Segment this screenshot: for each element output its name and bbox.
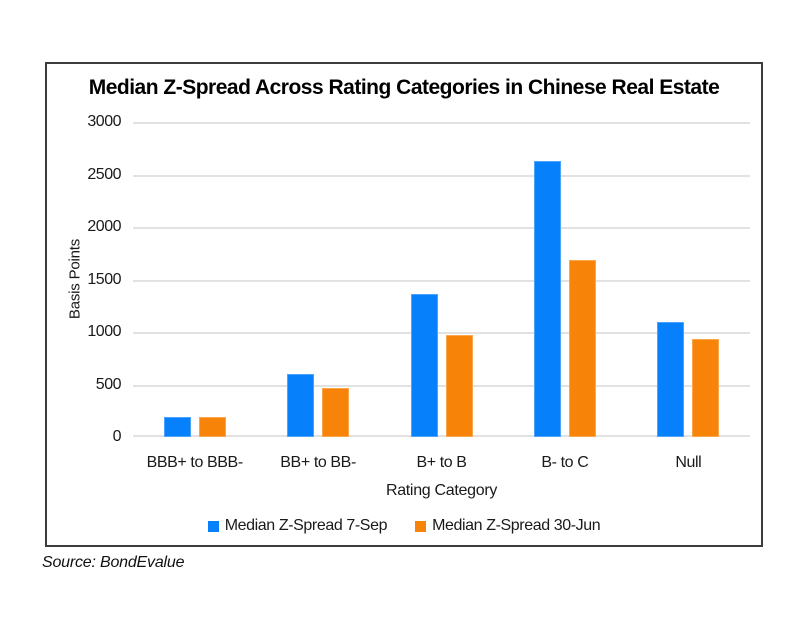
x-tick-label-2: BB+ to BB- bbox=[280, 454, 356, 471]
legend-label-30jun: Median Z-Spread 30-Jun bbox=[432, 517, 601, 534]
source-note: Source: BondEvalue bbox=[42, 554, 185, 571]
y-tick-label-2000: 2000 bbox=[87, 218, 121, 235]
x-axis-title: Rating Category bbox=[385, 482, 498, 499]
chart-title: Median Z-Spread Across Rating Categories… bbox=[88, 76, 720, 99]
bar-series0-b-to-b bbox=[410, 293, 438, 437]
x-tick-label-3: B+ to B bbox=[416, 454, 467, 471]
plot-area: 0 500 1000 1500 2000 2500 3000 BBB+ to BBB- BB+ … bbox=[87, 114, 750, 471]
bar-series0-null bbox=[657, 322, 685, 437]
x-tick-label-4: B- to C bbox=[541, 454, 589, 471]
gridline-2500 bbox=[133, 174, 750, 177]
y-tick-label-0: 0 bbox=[112, 428, 122, 445]
gridline-2000 bbox=[133, 227, 750, 229]
bar-series1-b-to-c bbox=[568, 259, 596, 437]
bar-series0-b-to-c bbox=[533, 160, 561, 437]
gridline-3000 bbox=[133, 122, 750, 124]
legend-label-7sep: Median Z-Spread 7-Sep bbox=[224, 517, 388, 534]
bar-series0-bb-to-bb- bbox=[287, 374, 315, 437]
bar-series0-bbb-to-bbb- bbox=[163, 417, 191, 437]
bar-series1-bb-to-bb- bbox=[322, 387, 350, 437]
y-tick-label-3000: 3000 bbox=[87, 113, 121, 130]
y-tick-label-500: 500 bbox=[95, 375, 122, 393]
y-tick-label-1000: 1000 bbox=[87, 323, 121, 340]
legend-item-7sep: Median Z-Spread 7-Sep bbox=[207, 517, 388, 535]
gridline-1500 bbox=[133, 279, 750, 282]
legend: Median Z-Spread 7-Sep Median Z-Spread 30… bbox=[47, 517, 761, 535]
legend-swatch-blue-icon bbox=[207, 520, 219, 532]
y-tick-label-1500: 1500 bbox=[87, 270, 121, 288]
x-tick-label-1: BBB+ to BBB- bbox=[146, 454, 244, 471]
legend-item-30jun: Median Z-Spread 30-Jun bbox=[415, 517, 601, 535]
gridline-0 bbox=[133, 435, 750, 437]
gridline-1000 bbox=[133, 332, 750, 334]
gridline-500 bbox=[133, 384, 750, 387]
bar-series1-b-to-b bbox=[445, 335, 473, 437]
chart-frame: Median Z-Spread Across Rating Categories… bbox=[45, 62, 763, 547]
legend-swatch-orange-icon bbox=[415, 520, 427, 532]
x-tick-label-5: Null bbox=[675, 454, 702, 471]
bar-series1-null bbox=[692, 338, 720, 437]
y-tick-label-2500: 2500 bbox=[87, 165, 121, 183]
bar-series1-bbb-to-bbb- bbox=[198, 417, 226, 437]
